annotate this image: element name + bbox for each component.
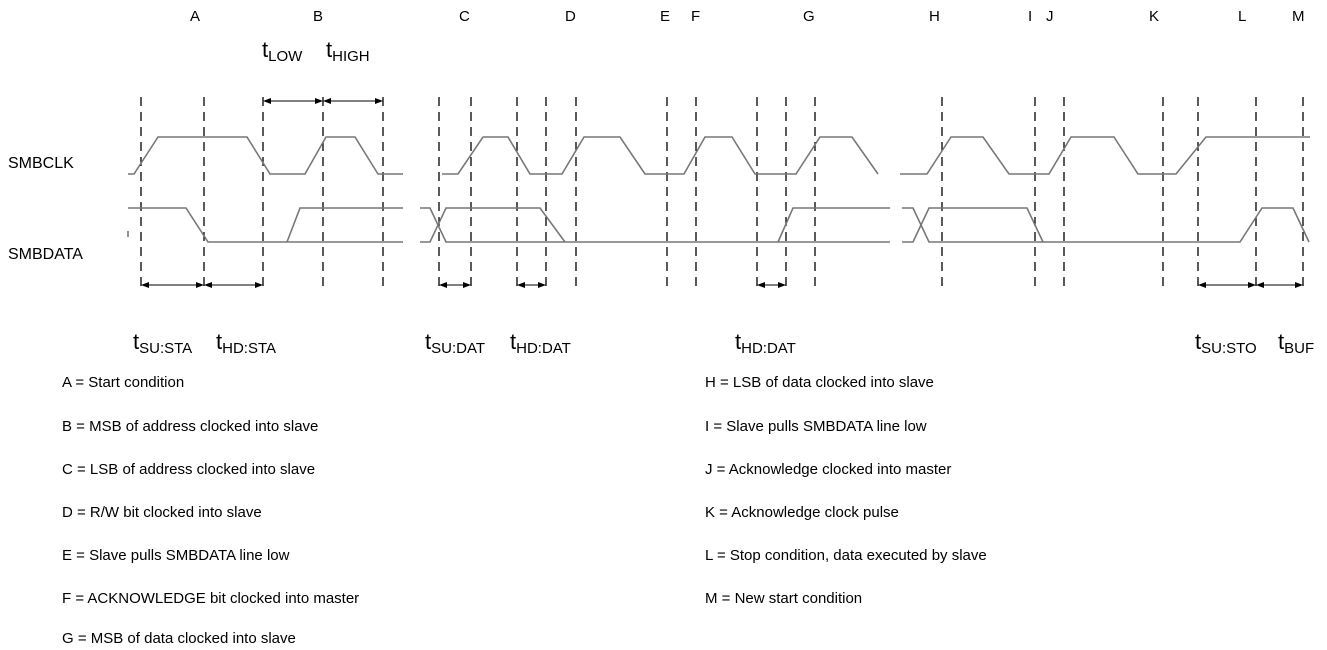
event-letter-f: F: [691, 8, 700, 25]
arrow-head: [538, 282, 546, 288]
timing-label-t-low: tLOW: [262, 37, 303, 65]
clock-waveform-segment-1: [128, 136, 403, 175]
legend-item-c: C = LSB of address clocked into slave: [62, 461, 315, 478]
legend-item-k: K = Acknowledge clock pulse: [705, 504, 899, 521]
guide-lines: [140, 97, 1304, 290]
timing-label-t-hd-dat-2: tHD:DAT: [735, 329, 796, 357]
arrow-head: [439, 282, 447, 288]
timing-label-t-hd-sta: tHD:STA: [216, 329, 276, 357]
legend-right: H = LSB of data clocked into slave I = S…: [705, 374, 987, 607]
arrow-head: [196, 282, 204, 288]
clock-waveform-segment-2: [442, 136, 879, 175]
event-letter-g: G: [803, 8, 815, 25]
timing-labels: tLOW tHIGH tSU:STA tHD:STA tSU:DAT tHD:D…: [133, 37, 1314, 357]
data-waveform-segment-2: [420, 207, 890, 243]
event-letter-e: E: [660, 8, 670, 25]
legend-item-j: J = Acknowledge clocked into master: [705, 461, 951, 478]
timing-label-t-su-sto: tSU:STO: [1195, 329, 1257, 357]
legend-item-e: E = Slave pulls SMBDATA line low: [62, 547, 290, 564]
event-letter-a: A: [190, 8, 200, 25]
timing-label-t-buf: tBUF: [1278, 329, 1314, 357]
arrow-head: [517, 282, 525, 288]
arrow-head: [1256, 282, 1264, 288]
data-waveform-segment-2-high: [777, 207, 890, 243]
event-letter-d: D: [565, 8, 576, 25]
event-letter-l: L: [1238, 8, 1246, 25]
data-waveform-segment-1: [128, 207, 403, 243]
arrow-head: [204, 282, 212, 288]
event-letter-b: B: [313, 8, 323, 25]
arrow-head: [263, 98, 271, 104]
signal-name-clock: SMBCLK: [8, 155, 74, 172]
data-waveform-segment-1-high: [286, 207, 403, 243]
event-letter-j: J: [1046, 8, 1054, 25]
arrow-head: [1248, 282, 1256, 288]
data-waveform-segment-3: [902, 207, 1310, 243]
legend-item-g: G = MSB of data clocked into slave: [62, 630, 296, 647]
arrow-head: [323, 98, 331, 104]
arrow-head: [141, 282, 149, 288]
dimension-arrows: [141, 98, 1303, 288]
timing-label-t-su-dat: tSU:DAT: [425, 329, 485, 357]
timing-label-t-su-sta: tSU:STA: [133, 329, 192, 357]
legend-item-b: B = MSB of address clocked into slave: [62, 418, 318, 435]
arrow-head: [375, 98, 383, 104]
legend-item-h: H = LSB of data clocked into slave: [705, 374, 934, 391]
arrow-head: [463, 282, 471, 288]
event-letters: A B C D E F G H I J K L M: [190, 8, 1305, 25]
legend-item-m: M = New start condition: [705, 590, 862, 607]
signal-name-data: SMBDATA: [8, 246, 83, 263]
event-letter-i: I: [1028, 8, 1032, 25]
legend-item-a: A = Start condition: [62, 374, 184, 391]
arrow-head: [255, 282, 263, 288]
event-letter-h: H: [929, 8, 940, 25]
clock-waveform-segment-3: [900, 136, 1310, 175]
arrow-head: [315, 98, 323, 104]
arrow-head: [757, 282, 765, 288]
legend-item-l: L = Stop condition, data executed by sla…: [705, 547, 987, 564]
data-waveform-segment-2-bit: [420, 207, 566, 243]
arrow-head: [1198, 282, 1206, 288]
legend-item-i: I = Slave pulls SMBDATA line low: [705, 418, 927, 435]
legend-item-d: D = R/W bit clocked into slave: [62, 504, 262, 521]
arrow-head: [778, 282, 786, 288]
timing-label-t-high: tHIGH: [326, 37, 370, 65]
legend-left: A = Start condition B = MSB of address c…: [62, 374, 359, 647]
event-letter-k: K: [1149, 8, 1159, 25]
data-waveform-segment-3-bit: [902, 207, 1044, 243]
event-letter-c: C: [459, 8, 470, 25]
legend-item-f: F = ACKNOWLEDGE bit clocked into master: [62, 590, 359, 607]
arrow-head: [1295, 282, 1303, 288]
timing-label-t-hd-dat-1: tHD:DAT: [510, 329, 571, 357]
event-letter-m: M: [1292, 8, 1305, 25]
